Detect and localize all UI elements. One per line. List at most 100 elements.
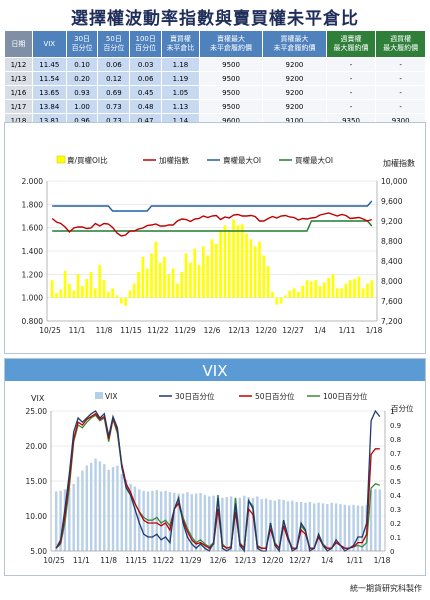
vix-bar [260,499,263,551]
table-cell: 9200 [262,57,327,72]
oi-ratio-bar [327,277,330,298]
y-right-tick-label: 0.4 [390,492,402,500]
oi-ratio-bar [171,268,175,298]
x-tick-label: 11/8 [96,326,113,335]
vix-bar [286,501,290,551]
vix-title-bar [5,359,425,381]
vix-bar [199,492,202,551]
vix-bar [369,490,373,551]
vix-bar [334,503,338,551]
y-right-tick-label: 7,600 [381,297,403,306]
oi-ratio-bar [206,255,210,298]
oi-ratio-bar [357,276,361,298]
vix-chart: VIX VIX 30日百分位 50日百分位 100日百分位 VIX 百分位 25.00 20.0… [5,359,425,565]
y-right-tick-label: 0.8 [390,436,401,444]
table-cell: 0.03 [129,57,163,72]
table-cell: 0.20 [65,71,99,86]
table-header-cell: VIX [31,30,67,58]
oi-ratio-chart: 賣/買權OI比 加權指數 賣權最大OI 買權最大OI 加權指數 2.000 1.800 1.6… [22,155,415,335]
oi-ratio-bar [55,293,58,298]
vix-bar [186,492,189,551]
oi-ratio-bar [180,272,184,298]
oi-ratio-chart-panel: 賣/買權OI比 加權指數 賣權最大OI 買權最大OI 加權指數 2.000 1.800 1.6… [4,122,426,354]
oi-ratio-bar [167,274,171,298]
oi-ratio-bar [310,281,313,298]
vix-bar [374,489,377,551]
vix-bar [168,492,172,551]
table-header-cell: 賣權最大 未平倉履約價 [198,30,264,58]
table-row: 1/17 13.84 1.00 0.73 0.48 1.13 9500 9200- - [4,99,426,114]
table-row: 1/12 11.45 0.10 0.06 0.03 1.18 9500 9200- - [4,57,426,72]
vix-bar [103,464,106,551]
y-right-tick-label: 9,600 [381,197,403,206]
table-cell: 9500 [198,57,264,72]
x-tick-label: 11/29 [180,556,202,565]
oi-ratio-bar [370,280,374,298]
vix-bar [54,491,58,551]
x-tick-label: 1/18 [366,326,383,335]
table-cell: - [375,71,426,86]
vix-chart-panel: VIX VIX 30日百分位 50日百分位 100日百分位 VIX 百分位 25.00 20.0… [4,358,426,576]
vix-bar [317,502,320,551]
table-cell: 9500 [198,85,264,100]
oi-ratio-bar [353,279,356,298]
legend-swatch [56,155,66,164]
vix-bar [81,470,84,551]
table-cell: 0.06 [129,71,163,86]
oi-ratio-bar [158,262,162,298]
oi-ratio-bar [202,246,205,298]
oi-ratio-bar [59,289,63,298]
x-tick-label: 1/11 [339,326,356,335]
legend-label: 賣權最大OI [223,155,261,165]
vix-bar [89,462,93,551]
vix-bar [138,489,141,551]
vix-bar [173,492,176,551]
oi-ratio-bar [163,256,166,298]
oi-ratio-bar [132,283,136,298]
table-cell: 0.10 [65,57,99,72]
x-tick-label: 12/20 [255,326,277,335]
oi-ratio-bar [214,244,218,298]
table-cell: 0.69 [97,85,131,100]
vix-bar [295,502,298,551]
y-right-tick-label: 10,000 [381,177,407,186]
x-tick-label: 12/6 [204,326,221,335]
y-tick-label: 1.600 [22,224,44,233]
oi-ratio-bar [366,283,369,298]
table-cell: 1/12 [4,57,33,72]
y-right-tick-label: 1 [390,408,394,416]
oi-ratio-bar [145,268,149,298]
oi-ratio-bar [335,288,339,298]
vix-bar [347,505,351,551]
vix-bar [120,474,123,551]
vix-bar [216,495,220,551]
oi-ratio-bar [288,290,292,298]
vix-bar [98,461,102,551]
oi-ratio-bar [197,265,201,298]
table-cell: 0.48 [129,99,163,114]
x-tick-label: 11/15 [120,326,142,335]
oi-ratio-bar [258,241,261,298]
oi-ratio-bar [141,256,145,298]
legend-swatch [95,392,103,399]
vix-bar [203,495,207,551]
vix-bar [94,458,97,551]
x-tick-label: 1/4 [314,326,326,335]
vix-bar [225,497,228,551]
x-tick-label: 12/27 [289,556,311,565]
vix-bar [278,499,281,551]
table-cell: 11.45 [31,57,67,72]
oi-ratio-bar [232,219,235,298]
vix-bar [124,479,128,551]
table-cell: 0.73 [97,99,131,114]
legend-label: 買權最大OI [295,155,333,165]
oi-ratio-bar [219,230,222,298]
x-tick-label: 12/13 [235,556,257,565]
oi-ratio-bar [76,274,80,298]
vix-bar [85,465,89,551]
oi-ratio-bar [124,297,127,306]
y-right-tick-label: 7,200 [381,317,403,326]
oi-ratio-bar [284,295,287,298]
legend-label: 30日百分位 [175,391,215,401]
x-tick-label: 11/22 [147,326,169,335]
